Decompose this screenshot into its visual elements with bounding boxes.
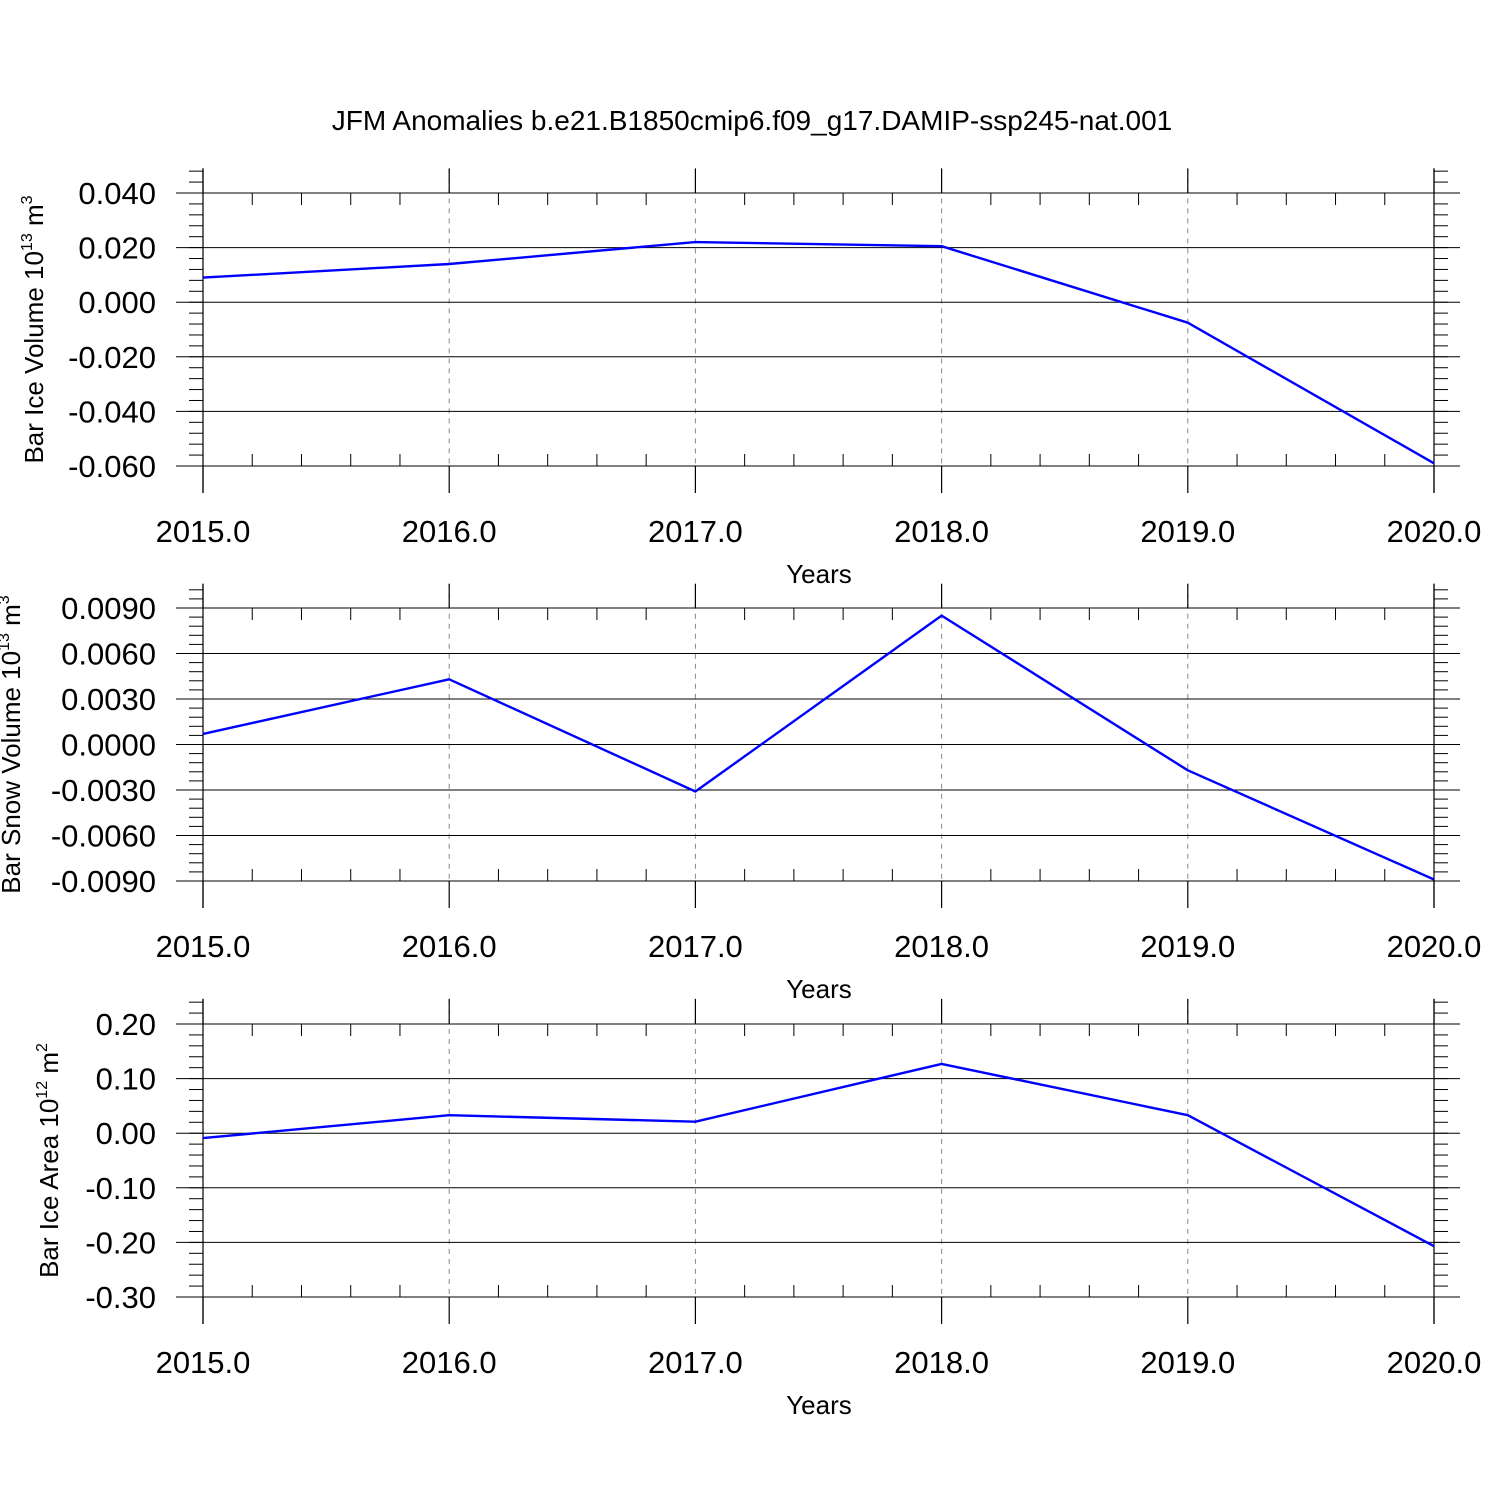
x-tick-label: 2017.0 [648, 514, 743, 549]
x-axis-label: Years [786, 1390, 852, 1420]
y-tick-label: 0.0090 [61, 591, 156, 626]
y-tick-label: -0.0060 [51, 819, 156, 854]
x-tick-label: 2019.0 [1140, 1345, 1235, 1380]
series-line [202, 1062, 1435, 1248]
y-tick-label: -0.040 [68, 394, 156, 429]
x-tick-label: 2016.0 [402, 929, 497, 964]
y-tick-label: -0.0090 [51, 864, 156, 899]
y-axis-label-part: Bar Ice Volume 10 [19, 251, 49, 463]
y-tick-label: 0.0030 [61, 682, 156, 717]
y-tick-label: -0.20 [85, 1225, 156, 1260]
y-tick-label: 0.20 [96, 1007, 156, 1042]
x-tick-label: 2018.0 [894, 1345, 989, 1380]
y-tick-label: -0.10 [85, 1171, 156, 1206]
x-tick-label: 2020.0 [1387, 929, 1482, 964]
y-axis-label: Bar Ice Area 1012 m2 [34, 1043, 64, 1278]
x-tick-label: 2017.0 [648, 929, 743, 964]
x-tick-label: 2018.0 [894, 929, 989, 964]
y-axis-label-part: m [19, 204, 49, 233]
y-axis-label-part: m [34, 1052, 64, 1081]
y-tick-label: 0.0060 [61, 637, 156, 672]
y-tick-label: -0.0030 [51, 773, 156, 808]
y-tick-label: -0.020 [68, 340, 156, 375]
y-axis-label-part: Bar Ice Area 10 [34, 1099, 64, 1278]
x-tick-label: 2019.0 [1140, 514, 1235, 549]
x-tick-label: 2017.0 [648, 1345, 743, 1380]
series-line [202, 240, 1435, 465]
x-axis-label: Years [786, 974, 852, 1004]
x-tick-label: 2016.0 [402, 1345, 497, 1380]
y-tick-label: 0.000 [78, 285, 156, 320]
x-tick-label: 2020.0 [1387, 514, 1482, 549]
x-tick-label: 2016.0 [402, 514, 497, 549]
y-axis-label-superscript: 3 [0, 595, 13, 604]
figure-title: JFM Anomalies b.e21.B1850cmip6.f09_g17.D… [332, 105, 1172, 136]
y-axis-label-superscript: 13 [19, 233, 36, 251]
y-tick-label: 0.020 [78, 231, 156, 266]
x-tick-label: 2015.0 [156, 514, 251, 549]
x-axis-label: Years [786, 559, 852, 589]
y-tick-label: -0.060 [68, 449, 156, 484]
y-tick-label: 0.00 [96, 1116, 156, 1151]
y-axis-label-superscript: 12 [34, 1081, 51, 1099]
y-tick-label: 0.10 [96, 1062, 156, 1097]
panel-2: 0.0090 0.0060 0.0030 0.0000 -0.0030 -0.0060 -0… [0, 583, 1482, 1004]
y-axis-label-part: Bar Snow Volume 10 [0, 651, 26, 894]
y-tick-label: 0.040 [78, 176, 156, 211]
y-axis-label-superscript: 3 [19, 195, 36, 204]
x-tick-label: 2020.0 [1387, 1345, 1482, 1380]
y-axis-label-superscript: 2 [34, 1043, 51, 1052]
y-axis-label: Bar Snow Volume 1013 m3 [0, 595, 26, 894]
y-axis-label-superscript: 13 [0, 633, 13, 651]
x-tick-label: 2015.0 [156, 1345, 251, 1380]
x-tick-label: 2018.0 [894, 514, 989, 549]
y-axis-label-part: m [0, 604, 26, 633]
x-tick-label: 2019.0 [1140, 929, 1235, 964]
y-tick-label: -0.30 [85, 1280, 156, 1315]
x-tick-label: 2015.0 [156, 929, 251, 964]
series-line [202, 614, 1435, 881]
y-tick-label: 0.0000 [61, 728, 156, 763]
y-axis-label: Bar Ice Volume 1013 m3 [19, 195, 49, 463]
